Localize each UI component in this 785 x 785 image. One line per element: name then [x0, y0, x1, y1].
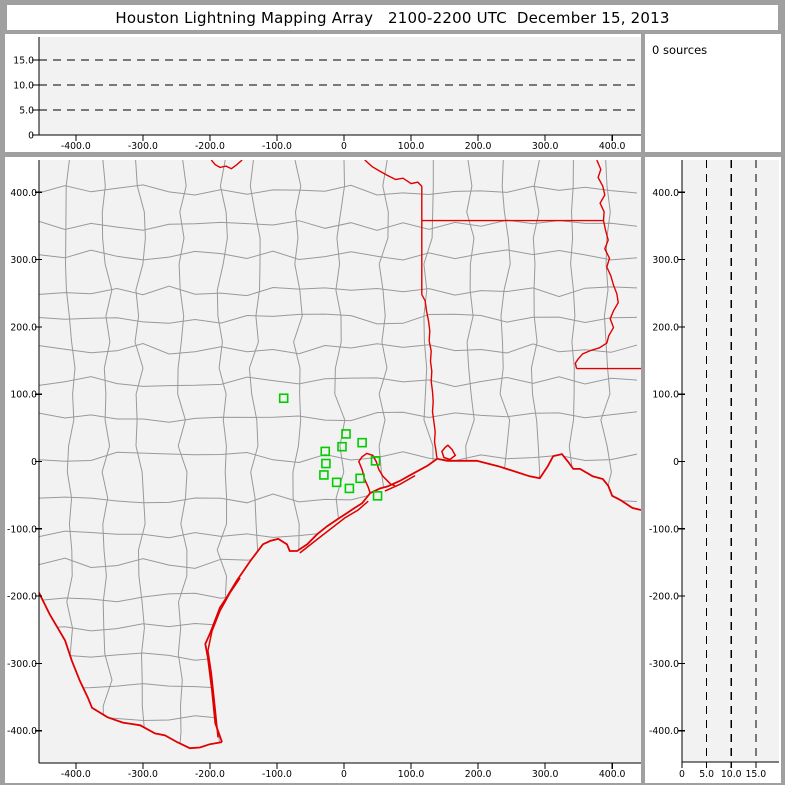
y-tick-label: 5.0	[19, 106, 34, 117]
county-line	[39, 451, 638, 464]
y-tick-label: -300.0	[649, 659, 679, 670]
lma-station-marker	[370, 456, 381, 466]
x-tick-label: -300.0	[128, 769, 158, 780]
y-tick-label: 400.0	[10, 188, 37, 199]
x-tick-label: 400.0	[599, 769, 626, 780]
x-tick-label: -300.0	[128, 141, 158, 152]
county-line	[39, 184, 638, 196]
county-line	[39, 219, 638, 231]
y-tick-label: -400.0	[7, 726, 37, 737]
x-tick-label: -200.0	[195, 141, 225, 152]
lma-station-marker	[355, 473, 365, 484]
x-tick-label: 200.0	[465, 141, 492, 152]
gulf-of-mexico-mask	[39, 454, 641, 763]
lma-station-marker	[357, 437, 367, 448]
x-tick-label: -400.0	[61, 769, 91, 780]
county-line	[39, 376, 638, 388]
lma-station-marker	[337, 441, 347, 452]
y-tick-label: 200.0	[10, 322, 37, 333]
lma-station-marker	[372, 491, 383, 501]
county-line	[39, 313, 638, 325]
county-line	[39, 249, 638, 261]
plan-view-map-panel: 400.0 300.0 200.0 100.0 0 -100.0 -200.0 -300.0 -…	[5, 157, 641, 783]
x-tick-label: 300.0	[532, 769, 559, 780]
x-tick-label: 5.0	[699, 769, 714, 780]
rio-grande-line	[39, 592, 223, 750]
y-tick-label: 0	[28, 131, 34, 142]
y-tick-label: -300.0	[7, 659, 37, 670]
sabine-lake-line	[441, 444, 457, 461]
red-river-east-line	[364, 160, 423, 187]
y-tick-label: -200.0	[7, 592, 37, 603]
county-line	[177, 160, 188, 759]
x-tick-label: -400.0	[61, 141, 91, 152]
lma-station-marker	[344, 483, 355, 494]
county-line	[39, 285, 638, 298]
altitude-vs-ew-chart: 0 5.0 10.0 15.0 -400.0 -300.0 -200.0 -100.0 0 100…	[13, 37, 641, 152]
coastline-line	[204, 453, 641, 743]
x-tick-label: 300.0	[532, 141, 559, 152]
x-tick-label: -100.0	[262, 141, 292, 152]
lma-station-marker	[278, 393, 289, 404]
sources-count: 0 sources	[652, 43, 708, 57]
lma-station-marker	[319, 470, 329, 480]
lma-station-marker	[320, 446, 331, 457]
y-tick-label: 300.0	[652, 255, 679, 266]
x-tick-label: 0	[341, 769, 347, 780]
y-tick-label: 10.0	[13, 81, 34, 92]
bolivar-peninsula-line	[384, 474, 416, 492]
county-line	[39, 342, 638, 355]
county-line	[101, 160, 113, 759]
lma-station-marker	[331, 477, 342, 488]
plan-view-map-chart: 400.0 300.0 200.0 100.0 0 -100.0 -200.0 -300.0 -…	[7, 160, 641, 780]
altitude-vs-ew-panel: 0 5.0 10.0 15.0 -400.0 -300.0 -200.0 -100.0 0 100…	[5, 34, 641, 152]
lma-stations-layer	[278, 393, 383, 501]
padre-island-line	[207, 577, 241, 738]
y-tick-label: 0	[31, 457, 37, 468]
plot-area	[39, 37, 641, 135]
altitude-vs-ns-panel: 400.0 300.0 200.0 100.0 0 -100.0 -200.0 -300.0 -…	[645, 157, 781, 783]
plot-area	[682, 160, 779, 762]
y-tick-label: 100.0	[10, 390, 37, 401]
y-tick-label: 200.0	[652, 322, 679, 333]
lma-station-marker	[321, 458, 331, 469]
x-tick-label: 100.0	[398, 769, 425, 780]
map-layers	[39, 160, 641, 763]
page-title: Houston Lightning Mapping Array 2100-220…	[115, 8, 670, 27]
y-tick-label: 400.0	[652, 188, 679, 199]
y-tick-label: 0	[673, 457, 679, 468]
x-tick-label: 400.0	[599, 141, 626, 152]
y-tick-label: -100.0	[7, 524, 37, 535]
x-tick-label: 0	[341, 141, 347, 152]
y-tick-label: 300.0	[10, 255, 37, 266]
y-tick-label: -400.0	[649, 726, 679, 737]
y-tick-label: -100.0	[649, 524, 679, 535]
sabine-river-line	[421, 294, 438, 459]
red-river-dip-west-line	[210, 160, 243, 170]
x-tick-label: 200.0	[465, 769, 492, 780]
y-tick-label: -200.0	[649, 592, 679, 603]
altitude-vs-ns-chart: 400.0 300.0 200.0 100.0 0 -100.0 -200.0 -300.0 -…	[649, 160, 779, 780]
x-tick-label: -100.0	[262, 769, 292, 780]
county-line	[39, 411, 638, 423]
x-tick-label: 10.0	[721, 769, 742, 780]
y-tick-label: 100.0	[652, 390, 679, 401]
x-tick-label: 100.0	[398, 141, 425, 152]
lma-station-marker	[341, 429, 351, 439]
matagorda-island-line	[299, 500, 369, 554]
x-tick-label: -200.0	[195, 769, 225, 780]
y-tick-label: 15.0	[13, 56, 34, 67]
title-bar: Houston Lightning Mapping Array 2100-220…	[7, 5, 778, 30]
sea-polygon	[39, 454, 641, 763]
x-tick-label: 0	[679, 769, 685, 780]
sources-panel: 0 sources	[645, 34, 781, 152]
mississippi-river-line	[574, 160, 619, 369]
x-tick-label: 15.0	[746, 769, 767, 780]
state-borders-layer	[39, 160, 641, 750]
